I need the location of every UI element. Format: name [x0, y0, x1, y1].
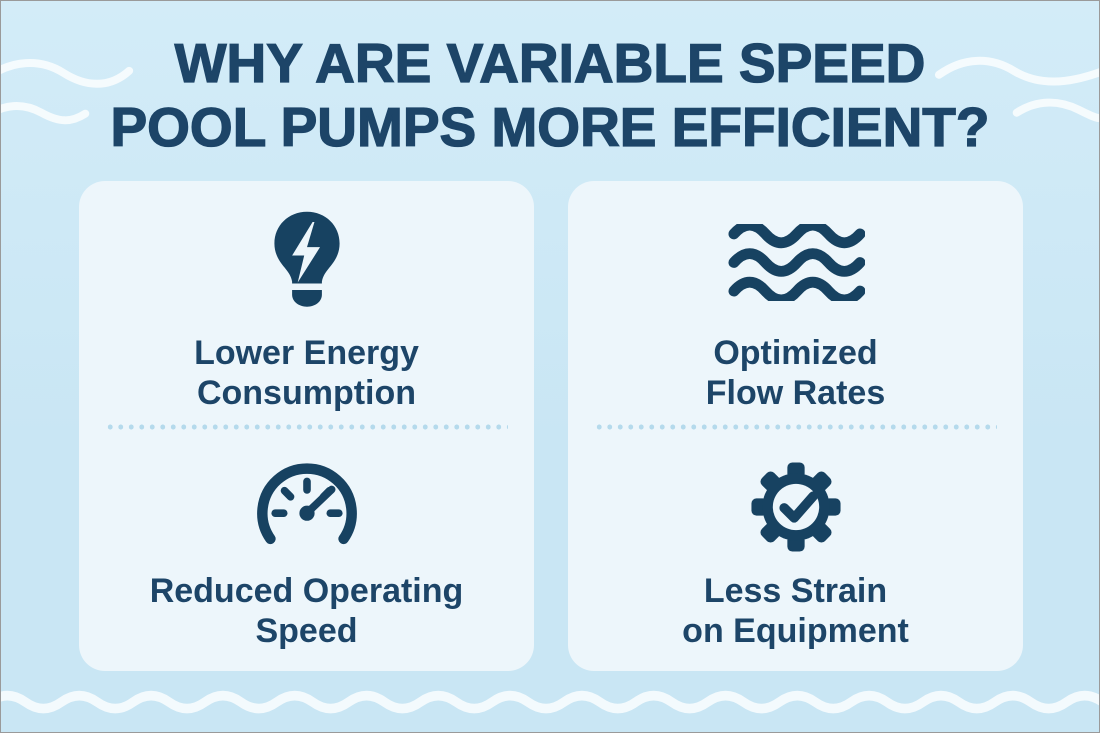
card-flow-strain: Optimized Flow Rates [568, 181, 1023, 671]
wave-bottom-icon [1, 690, 1099, 714]
section-lower-energy: Lower Energy Consumption [79, 181, 534, 424]
section-optimized-flow: Optimized Flow Rates [568, 181, 1023, 424]
water-waves-icon [727, 206, 865, 319]
dotted-divider [105, 424, 508, 430]
lightbulb-bolt-icon [263, 206, 351, 319]
section-reduced-speed: Reduced Operating Speed [79, 430, 534, 672]
dotted-divider [594, 424, 997, 430]
page-title: WHY ARE VARIABLE SPEED POOL PUMPS MORE E… [110, 31, 990, 159]
speedometer-icon [250, 457, 364, 557]
section-label: Reduced Operating Speed [149, 572, 464, 651]
gear-checkmark-icon [746, 457, 846, 557]
section-label: Optimized Flow Rates [705, 334, 886, 413]
section-less-strain: Less Strain on Equipment [568, 430, 1023, 672]
section-label: Less Strain on Equipment [682, 572, 909, 651]
card-energy-speed: Lower Energy Consumption Reduced Operati… [79, 181, 534, 671]
section-label: Lower Energy Consumption [194, 334, 419, 413]
